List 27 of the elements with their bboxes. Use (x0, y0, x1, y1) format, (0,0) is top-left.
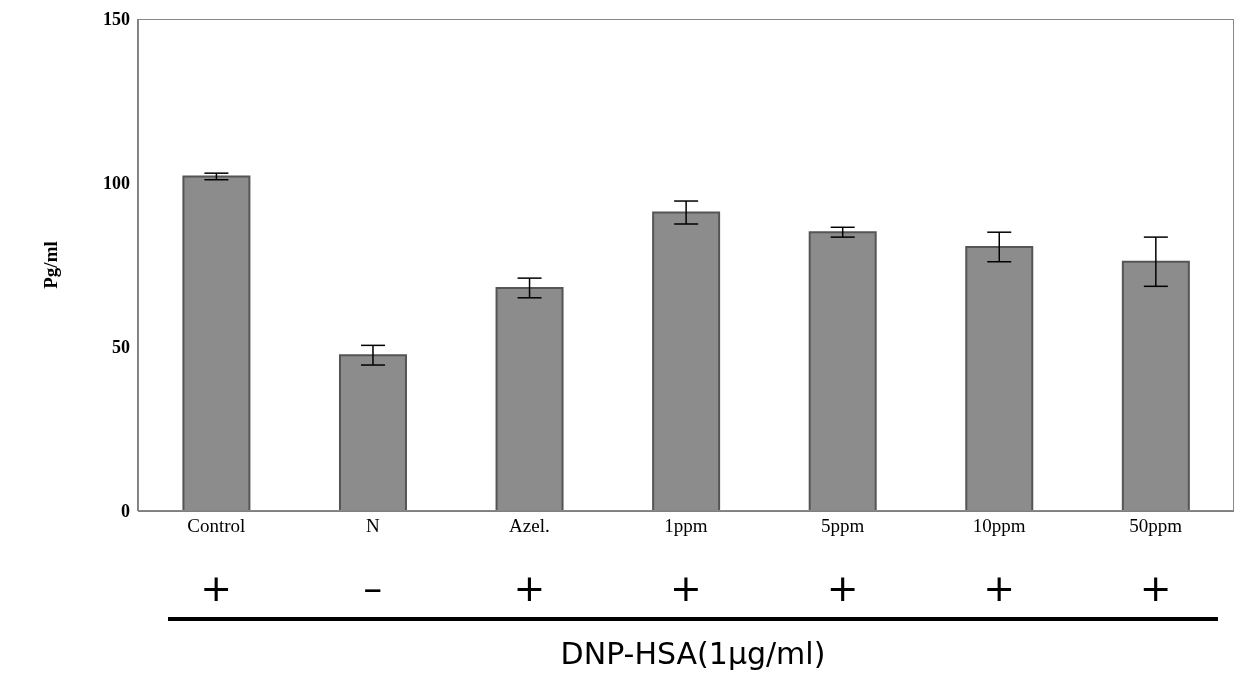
bar (652, 211, 721, 511)
bar (1121, 260, 1190, 511)
bar (182, 175, 251, 511)
text: DNP-HSA(1μg/ml) (559, 636, 827, 671)
y-tick-label: 150 (103, 9, 130, 30)
y-axis-title: Pg/ml (39, 241, 61, 289)
y-tick-label: 0 (121, 501, 130, 522)
text: + (512, 566, 547, 610)
bar (808, 231, 877, 511)
text: – (362, 566, 384, 610)
y-tick-label: 50 (112, 337, 130, 358)
text: + (982, 566, 1017, 610)
bar (338, 354, 407, 511)
x-tick-label: 1ppm (664, 515, 708, 537)
x-tick-label: N (365, 515, 380, 537)
x-tick-label: Control (187, 515, 246, 537)
x-tick-label: 50ppm (1129, 515, 1183, 537)
y-tick-label: 100 (103, 173, 130, 194)
x-tick-label: 5ppm (820, 515, 865, 537)
x-tick-label: Azel. (509, 515, 550, 537)
x-tick-label: 10ppm (972, 515, 1026, 537)
text: + (825, 566, 860, 610)
text: + (669, 566, 703, 610)
bar (965, 245, 1034, 511)
bar (495, 286, 564, 511)
text: + (1138, 566, 1173, 610)
text: + (199, 566, 234, 610)
